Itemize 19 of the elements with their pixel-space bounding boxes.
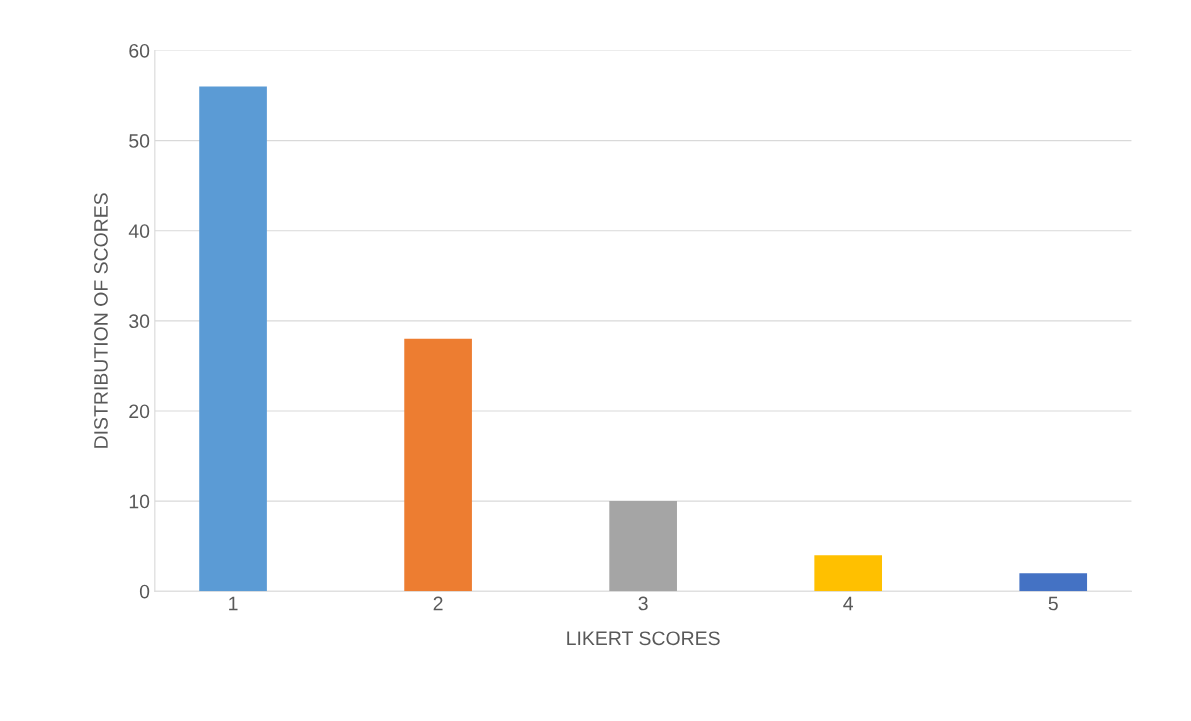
x-tick-label: 1 [229,596,238,611]
x-tick-label: 3 [638,596,648,611]
y-tick-label: 10 [129,494,150,509]
y-tick-label: 0 [139,584,150,599]
bar [1019,573,1088,592]
y-tick-label: 30 [129,314,150,329]
bar [404,338,472,592]
x-tick-label: 4 [843,596,854,611]
y-tick-label: 40 [128,224,150,238]
y-axis-title: DISTRIBUTION OF SCORES [94,193,108,448]
y-tick-label: 50 [129,134,150,148]
x-tick-label: 5 [1048,596,1058,611]
x-tick-label: 2 [433,596,443,611]
bar [199,86,267,592]
y-tick-label: 60 [129,43,150,58]
x-axis-title: LIKERT SCORES [567,631,720,646]
bar [609,501,677,592]
y-tick-label: 20 [129,404,150,419]
bar [814,555,883,592]
